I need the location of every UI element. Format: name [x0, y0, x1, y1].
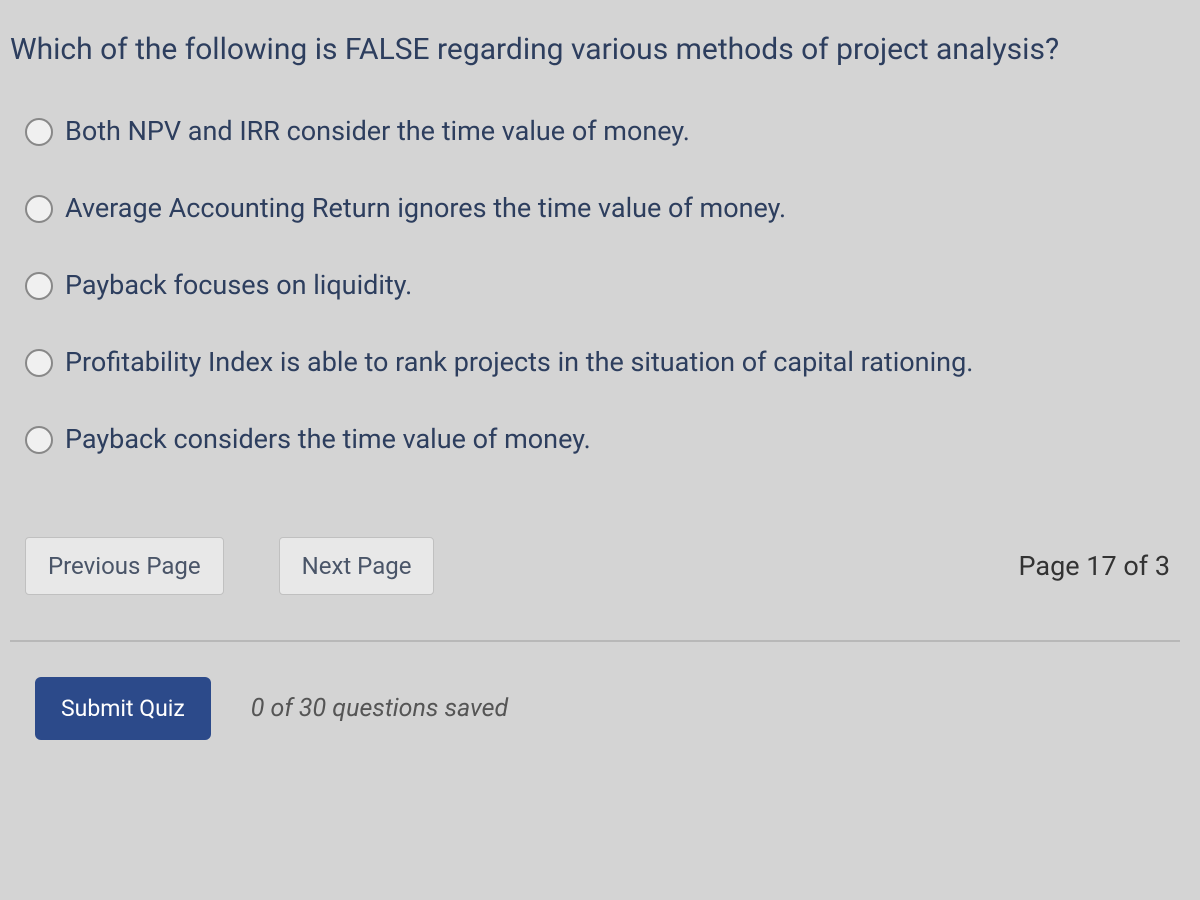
option-label: Profitability Index is able to rank proj… [65, 345, 973, 380]
question-prompt: Which of the following is FALSE regardin… [10, 30, 1180, 69]
section-divider [10, 640, 1180, 642]
options-list: Both NPV and IRR consider the time value… [10, 114, 1180, 457]
navigation-row: Previous Page Next Page Page 17 of 3 [10, 537, 1180, 595]
radio-icon[interactable] [25, 349, 53, 377]
next-page-button[interactable]: Next Page [279, 537, 435, 595]
submit-quiz-button[interactable]: Submit Quiz [35, 677, 211, 740]
option-5[interactable]: Payback considers the time value of mone… [25, 422, 1180, 457]
radio-icon[interactable] [25, 272, 53, 300]
radio-icon[interactable] [25, 118, 53, 146]
quiz-container: Which of the following is FALSE regardin… [0, 0, 1200, 740]
page-indicator: Page 17 of 3 [1019, 550, 1170, 582]
option-label: Payback focuses on liquidity. [65, 268, 412, 303]
option-3[interactable]: Payback focuses on liquidity. [25, 268, 1180, 303]
option-4[interactable]: Profitability Index is able to rank proj… [25, 345, 1180, 380]
option-label: Average Accounting Return ignores the ti… [65, 191, 786, 226]
option-label: Both NPV and IRR consider the time value… [65, 114, 690, 149]
previous-page-button[interactable]: Previous Page [25, 537, 224, 595]
radio-icon[interactable] [25, 195, 53, 223]
radio-icon[interactable] [25, 426, 53, 454]
option-2[interactable]: Average Accounting Return ignores the ti… [25, 191, 1180, 226]
option-1[interactable]: Both NPV and IRR consider the time value… [25, 114, 1180, 149]
option-label: Payback considers the time value of mone… [65, 422, 591, 457]
saved-status: 0 of 30 questions saved [251, 694, 508, 723]
submit-row: Submit Quiz 0 of 30 questions saved [10, 677, 1180, 740]
